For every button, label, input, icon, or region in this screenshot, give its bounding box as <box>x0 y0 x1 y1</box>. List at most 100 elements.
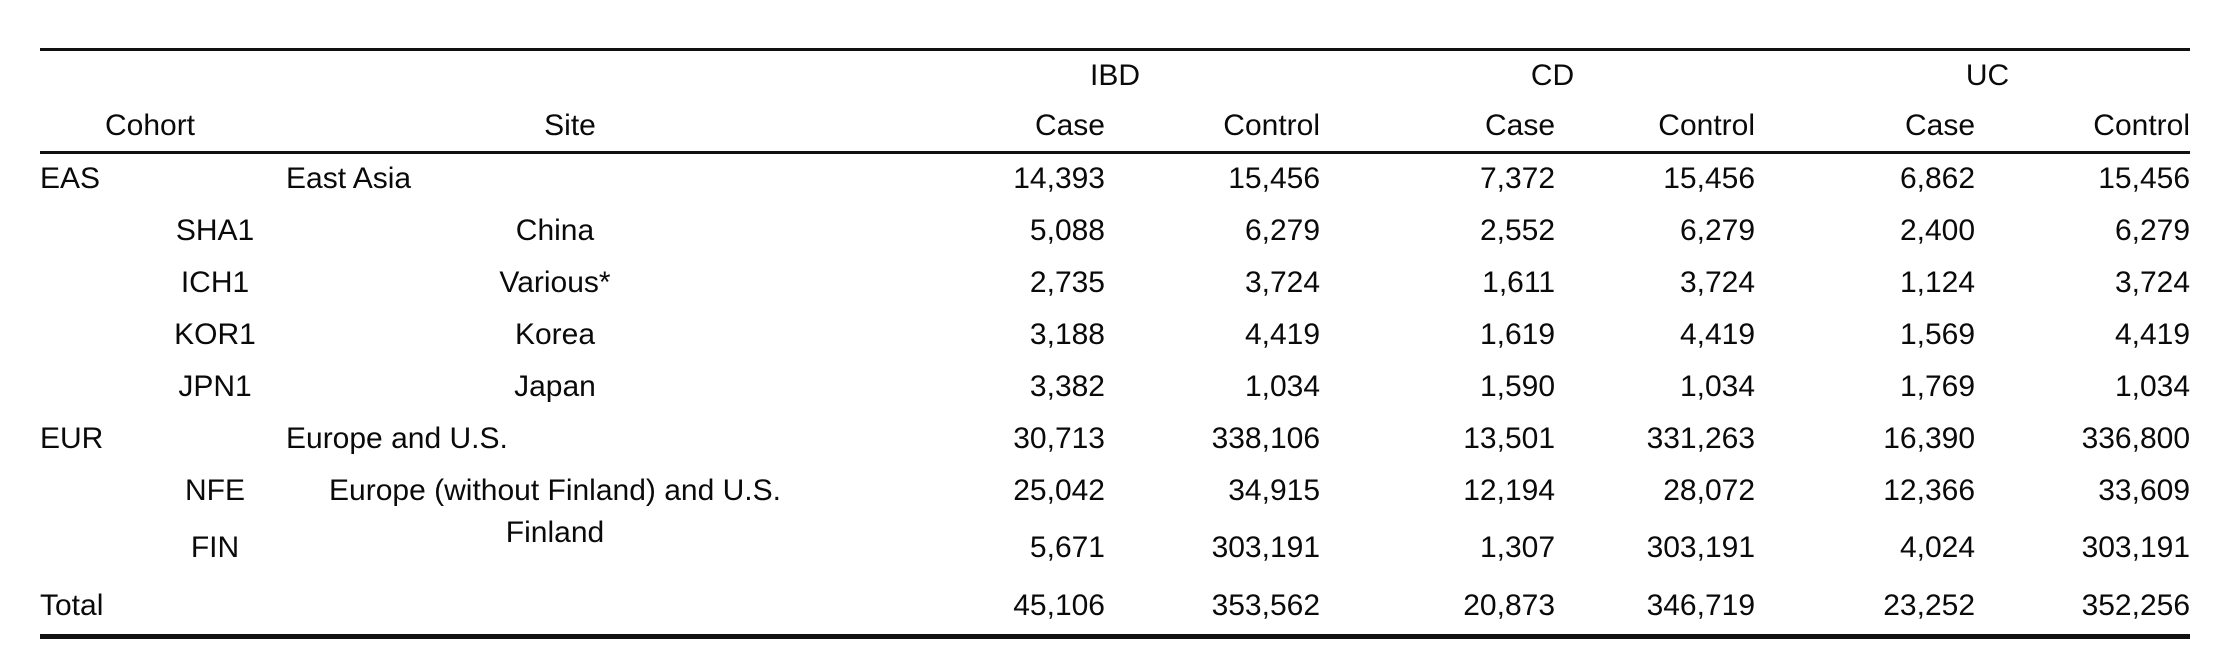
site-column-header: Site <box>260 101 880 154</box>
value-cell: 7,372 <box>1479 162 1556 196</box>
value-cell: 16,390 <box>1883 421 1976 455</box>
value-cell: 12,366 <box>1883 473 1976 507</box>
value-cell: 3,382 <box>1029 369 1105 403</box>
site-cell: Japan <box>260 361 880 413</box>
group-header-spacer <box>40 50 880 102</box>
uc-control-header: Control <box>1975 101 2191 154</box>
value-cell: 346,719 <box>1646 589 1756 623</box>
table-row-total: Total 45,106 353,562 20,873 346,719 23,252 352… <box>40 579 2190 637</box>
value-cell: 331,263 <box>1646 421 1756 455</box>
value-cell: 6,279 <box>1244 213 1321 247</box>
value-cell: 338,106 <box>1211 421 1321 455</box>
value-cell: 353,562 <box>1211 589 1321 623</box>
cohort-cell: NFE <box>185 473 245 507</box>
site-label: Europe (without Finland) and U.S. <box>329 473 781 507</box>
ibd-case-header: Case <box>880 101 1105 154</box>
value-cell: 2,552 <box>1479 213 1556 247</box>
site-label: East Asia <box>286 162 412 196</box>
table-row-nfe: NFE Europe (without Finland) and U.S. 25,0… <box>40 465 2190 517</box>
value-cell: 4,419 <box>1679 317 1756 351</box>
site-label: Japan <box>514 369 596 403</box>
value-cell: 3,724 <box>1244 265 1321 299</box>
cohort-cell: KOR1 <box>174 317 256 351</box>
value-cell: 1,034 <box>1244 369 1321 403</box>
column-header-row: Cohort Site Case Control Case Control Ca… <box>40 101 2191 154</box>
value-cell: 1,619 <box>1479 317 1556 351</box>
value-cell: 352,256 <box>2081 589 2191 623</box>
site-label: Various* <box>499 265 611 299</box>
group-header-uc: UC <box>1965 59 2010 92</box>
ibd-control-header: Control <box>1105 101 1321 154</box>
cohort-cell: SHA1 <box>175 213 255 247</box>
site-cell: China <box>260 205 880 257</box>
value-cell: 12,194 <box>1463 473 1556 507</box>
site-label: Korea <box>514 317 596 351</box>
value-cell: 1,124 <box>1899 265 1976 299</box>
group-header-cd: CD <box>1530 59 1575 92</box>
value-cell: 4,024 <box>1899 530 1976 564</box>
value-cell: 28,072 <box>1663 473 1756 507</box>
value-cell: 303,191 <box>1211 530 1321 564</box>
value-cell: 13,501 <box>1463 421 1556 455</box>
group-header-ibd: IBD <box>1090 59 1141 92</box>
cohort-cell: EUR <box>40 421 104 455</box>
value-cell: 6,279 <box>1679 213 1756 247</box>
value-cell: 1,769 <box>1899 369 1976 403</box>
value-cell: 2,400 <box>1899 213 1976 247</box>
value-cell: 30,713 <box>1013 421 1105 455</box>
value-cell: 6,862 <box>1899 162 1976 196</box>
site-label: Finland <box>505 515 605 549</box>
value-cell: 1,611 <box>1482 265 1556 299</box>
cohort-cell: Total <box>40 589 104 623</box>
value-cell: 15,456 <box>2098 162 2191 196</box>
value-cell: 34,915 <box>1228 473 1321 507</box>
table-body: EAS East Asia 14,393 15,456 7,372 15,456 6,862… <box>40 153 2190 637</box>
table-row-ich1: ICH1 Various* 2,735 3,724 1,611 3,724 1,124 3,7… <box>40 257 2190 309</box>
value-cell: 4,419 <box>2114 317 2191 351</box>
cohort-cell: EAS <box>40 162 101 196</box>
table-row-eur: EUR Europe and U.S. 30,713 338,106 13,501 331… <box>40 413 2190 465</box>
value-cell: 45,106 <box>1013 589 1105 623</box>
value-cell: 1,590 <box>1479 369 1556 403</box>
table-row-sha1: SHA1 China 5,088 6,279 2,552 6,279 2,400 6,279 <box>40 205 2190 257</box>
value-cell: 2,735 <box>1029 265 1105 299</box>
site-cell: Korea <box>260 309 880 361</box>
value-cell: 6,279 <box>2114 213 2191 247</box>
value-cell: 336,800 <box>2081 421 2191 455</box>
value-cell: 25,042 <box>1013 473 1105 507</box>
uc-case-header: Case <box>1755 101 1976 154</box>
cohort-cell: JPN1 <box>178 369 252 403</box>
table-row-kor1: KOR1 Korea 3,188 4,419 1,619 4,419 1,569 4,419 <box>40 309 2190 361</box>
value-cell: 23,252 <box>1883 589 1976 623</box>
site-label: China <box>515 213 595 247</box>
cd-control-header: Control <box>1555 101 1756 154</box>
group-header-row: IBD CD UC <box>40 50 2190 102</box>
site-cell: Various* <box>260 257 880 309</box>
cohort-cell: ICH1 <box>180 265 250 299</box>
value-cell: 1,034 <box>2114 369 2191 403</box>
table-row-fin: FIN Finland 5,671 303,191 1,307 303,191 4,024 3… <box>40 517 2190 579</box>
site-cell: Finland <box>260 517 880 579</box>
value-cell: 15,456 <box>1228 162 1321 196</box>
value-cell: 5,671 <box>1029 530 1105 564</box>
value-cell: 4,419 <box>1244 317 1321 351</box>
value-cell: 303,191 <box>2081 530 2191 564</box>
site-label: Europe and U.S. <box>286 421 508 455</box>
site-cell: Europe (without Finland) and U.S. <box>260 465 880 517</box>
value-cell: 14,393 <box>1013 162 1105 196</box>
cohort-column-header: Cohort <box>40 101 260 154</box>
value-cell: 33,609 <box>2098 473 2191 507</box>
table-row-eas: EAS East Asia 14,393 15,456 7,372 15,456 6,862… <box>40 153 2190 205</box>
value-cell: 15,456 <box>1663 162 1756 196</box>
cd-case-header: Case <box>1320 101 1556 154</box>
value-cell: 3,724 <box>2114 265 2191 299</box>
value-cell: 303,191 <box>1646 530 1756 564</box>
value-cell: 3,188 <box>1029 317 1105 351</box>
value-cell: 3,724 <box>1679 265 1756 299</box>
value-cell: 1,307 <box>1479 530 1556 564</box>
value-cell: 1,569 <box>1899 317 1976 351</box>
value-cell: 5,088 <box>1029 213 1105 247</box>
site-cell: East Asia <box>260 153 880 205</box>
cohort-cell: FIN <box>190 530 240 564</box>
